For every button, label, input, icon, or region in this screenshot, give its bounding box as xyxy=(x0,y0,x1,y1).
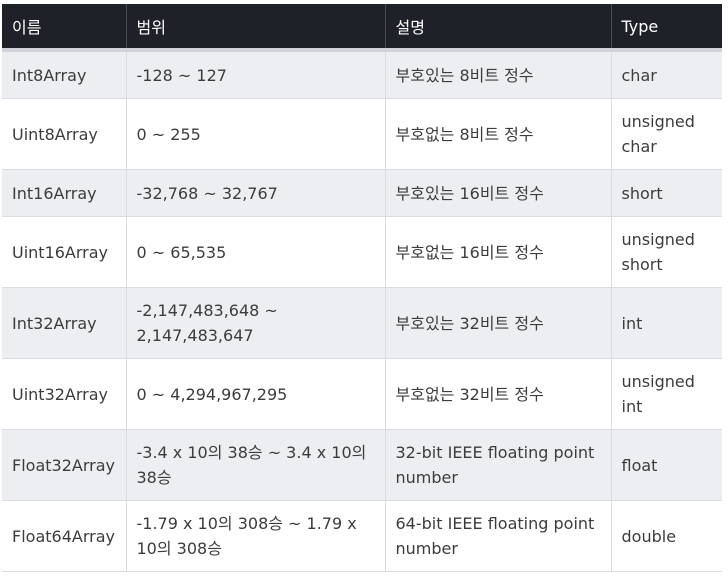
cell-type: int xyxy=(611,287,722,359)
header-range: 범위 xyxy=(126,4,386,52)
cell-name: Uint16Array xyxy=(2,216,127,288)
cell-type: char xyxy=(611,50,722,99)
header-type: Type xyxy=(611,4,722,52)
cell-range: -1.79 x 10의 308승 ~ 1.79 x 10의 308승 xyxy=(126,500,386,572)
cell-description: 64-bit IEEE floating point number xyxy=(385,500,612,572)
cell-description: 부호있는 16비트 정수 xyxy=(385,169,612,217)
cell-type: double xyxy=(611,500,722,572)
cell-range: -32,768 ~ 32,767 xyxy=(126,169,386,217)
cell-name: Float32Array xyxy=(2,429,127,501)
cell-name: Float64Array xyxy=(2,500,127,572)
cell-type: short xyxy=(611,169,722,217)
cell-range: -3.4 x 10의 38승 ~ 3.4 x 10의 38승 xyxy=(126,429,386,501)
table-row: Float32Array -3.4 x 10의 38승 ~ 3.4 x 10의 … xyxy=(2,429,722,501)
cell-description: 부호없는 16비트 정수 xyxy=(385,216,612,288)
cell-range: -2,147,483,648 ~ 2,147,483,647 xyxy=(126,287,386,359)
cell-range: 0 ~ 255 xyxy=(126,98,386,170)
cell-type: unsigned short xyxy=(611,216,722,288)
cell-description: 32-bit IEEE floating point number xyxy=(385,429,612,501)
header-description: 설명 xyxy=(385,4,612,52)
cell-description: 부호있는 8비트 정수 xyxy=(385,50,612,99)
cell-name: Int8Array xyxy=(2,50,127,99)
typed-array-table-container: 이름 범위 설명 Type Int8Array -128 ~ 127 부호있는 … xyxy=(2,4,722,572)
table-row: Uint8Array 0 ~ 255 부호없는 8비트 정수 unsigned … xyxy=(2,98,722,170)
cell-name: Uint32Array xyxy=(2,358,127,430)
cell-description: 부호없는 8비트 정수 xyxy=(385,98,612,170)
cell-description: 부호있는 32비트 정수 xyxy=(385,287,612,359)
header-row: 이름 범위 설명 Type xyxy=(2,4,722,52)
table-row: Int8Array -128 ~ 127 부호있는 8비트 정수 char xyxy=(2,50,722,99)
header-name: 이름 xyxy=(2,4,127,52)
table-row: Int32Array -2,147,483,648 ~ 2,147,483,64… xyxy=(2,287,722,359)
table-row: Uint32Array 0 ~ 4,294,967,295 부호없는 32비트 … xyxy=(2,358,722,430)
cell-type: unsigned int xyxy=(611,358,722,430)
cell-type: unsigned char xyxy=(611,98,722,170)
cell-range: -128 ~ 127 xyxy=(126,50,386,99)
table-row: Float64Array -1.79 x 10의 308승 ~ 1.79 x 1… xyxy=(2,500,722,572)
cell-range: 0 ~ 4,294,967,295 xyxy=(126,358,386,430)
cell-name: Uint8Array xyxy=(2,98,127,170)
table-row: Uint16Array 0 ~ 65,535 부호없는 16비트 정수 unsi… xyxy=(2,216,722,288)
typed-array-table: 이름 범위 설명 Type Int8Array -128 ~ 127 부호있는 … xyxy=(2,4,722,572)
cell-range: 0 ~ 65,535 xyxy=(126,216,386,288)
cell-name: Int32Array xyxy=(2,287,127,359)
table-header: 이름 범위 설명 Type xyxy=(2,4,722,52)
cell-name: Int16Array xyxy=(2,169,127,217)
cell-type: float xyxy=(611,429,722,501)
table-row: Int16Array -32,768 ~ 32,767 부호있는 16비트 정수… xyxy=(2,169,722,217)
cell-description: 부호없는 32비트 정수 xyxy=(385,358,612,430)
table-body: Int8Array -128 ~ 127 부호있는 8비트 정수 char Ui… xyxy=(2,50,722,572)
